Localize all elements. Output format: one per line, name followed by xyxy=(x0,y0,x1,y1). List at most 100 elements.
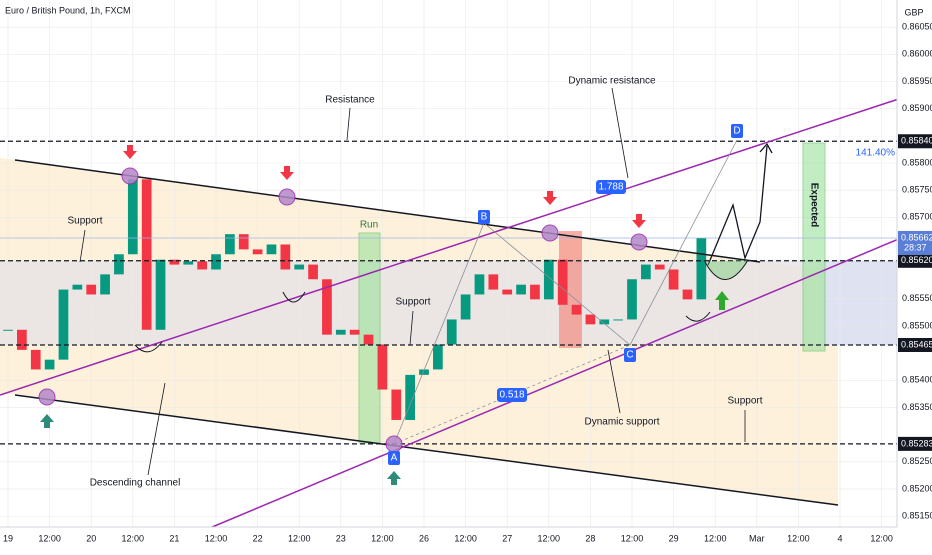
x-tick-label: 12:00 xyxy=(122,533,145,543)
pivot-circle xyxy=(541,224,559,242)
candle xyxy=(252,249,263,255)
candle xyxy=(72,284,83,290)
candle xyxy=(238,234,249,250)
x-tick-label: 12:00 xyxy=(454,533,477,543)
candle xyxy=(377,344,388,390)
x-tick-label: 20 xyxy=(86,533,96,543)
range-band-right xyxy=(820,261,897,345)
candle xyxy=(114,254,124,275)
y-tick-label: 0.86000 xyxy=(902,49,932,59)
annotation: Dynamic support xyxy=(584,417,659,428)
annotation: Support xyxy=(727,396,762,407)
candle xyxy=(433,344,443,370)
candle xyxy=(127,179,138,255)
candle xyxy=(641,264,651,280)
x-tick-label: 4 xyxy=(838,533,843,543)
up-arrow xyxy=(715,291,729,310)
candle xyxy=(696,237,707,300)
candle xyxy=(58,289,69,360)
candle xyxy=(613,319,623,321)
arc-green xyxy=(704,259,749,280)
candle xyxy=(654,264,665,270)
channel-bottom xyxy=(14,394,839,506)
pivot-circle xyxy=(385,435,403,453)
candle xyxy=(349,329,360,335)
level-box xyxy=(898,337,932,352)
candle xyxy=(169,259,180,265)
ratio-label: 0.518 xyxy=(499,390,524,401)
arc xyxy=(134,341,163,353)
point-box xyxy=(624,348,636,362)
x-tick-label: 29 xyxy=(669,533,679,543)
y-tick-label: 0.85500 xyxy=(902,320,932,330)
level-box xyxy=(898,253,932,268)
level-label: 0.85283 xyxy=(901,438,932,448)
x-tick-label: 12:00 xyxy=(288,533,311,543)
candle xyxy=(488,274,499,290)
x-tick-label: 27 xyxy=(502,533,512,543)
candle xyxy=(308,264,318,280)
down-arrows xyxy=(123,145,646,228)
x-tick-label: 12:00 xyxy=(870,533,893,543)
candle xyxy=(266,244,277,255)
candle xyxy=(419,369,429,375)
pivot-circle xyxy=(278,188,296,206)
annotation: Dynamic resistance xyxy=(568,76,656,87)
projection xyxy=(707,145,768,266)
y-tick-label: 0.85150 xyxy=(902,511,932,521)
level-label: 0.85620 xyxy=(901,255,932,265)
current-box xyxy=(898,230,932,255)
candle xyxy=(294,264,305,270)
pointer xyxy=(79,229,86,263)
down-arrow xyxy=(280,166,294,180)
level-box xyxy=(898,436,932,451)
countdown: 28:37 xyxy=(904,242,927,252)
y-tick-label: 0.85200 xyxy=(902,483,932,493)
x-tick-label: 22 xyxy=(253,533,263,543)
candle xyxy=(335,329,346,335)
x-tick-label: 26 xyxy=(419,533,429,543)
up-arrow xyxy=(40,414,54,428)
x-tick-label: Mar xyxy=(749,533,765,543)
pointer xyxy=(346,107,351,141)
candle xyxy=(474,274,485,295)
projection-arrow xyxy=(759,142,773,154)
x-tick-label: 12:00 xyxy=(621,533,644,543)
level-label: 0.85840 xyxy=(901,136,932,146)
candle xyxy=(363,334,374,345)
harmonic-lines xyxy=(393,139,738,445)
annotation: Resistance xyxy=(325,95,375,106)
pivot-circle xyxy=(630,233,648,251)
x-tick-label: 12:00 xyxy=(371,533,394,543)
pointer xyxy=(409,310,414,346)
pointer xyxy=(607,349,621,414)
x-tick-label: 23 xyxy=(336,533,346,543)
candle xyxy=(599,319,610,325)
down-arrow xyxy=(632,214,646,228)
ratio-box xyxy=(596,180,626,194)
candle xyxy=(502,289,513,295)
up-arrows xyxy=(40,291,729,485)
candle xyxy=(100,274,110,295)
annotation: Support xyxy=(67,216,102,227)
point-label: C xyxy=(626,350,633,361)
candle xyxy=(460,294,471,320)
down-arrow xyxy=(123,145,137,159)
point-label: B xyxy=(481,212,488,223)
ratio-label: 1.788 xyxy=(598,182,623,193)
x-tick-label: 28 xyxy=(585,533,595,543)
candle xyxy=(280,244,291,270)
x-tick-label: 12:00 xyxy=(704,533,727,543)
candle xyxy=(183,261,194,265)
candle xyxy=(530,284,540,300)
pivot-circle xyxy=(121,167,139,185)
candle xyxy=(668,269,679,290)
candle xyxy=(155,259,166,330)
candle xyxy=(141,179,152,330)
x-tick-label: 12:00 xyxy=(205,533,228,543)
down-arrow xyxy=(543,191,557,205)
current-label: 0.85662 xyxy=(901,232,932,242)
pivot-circle xyxy=(38,388,56,406)
y-tick-label: 0.85400 xyxy=(902,375,932,385)
candle xyxy=(446,319,457,345)
